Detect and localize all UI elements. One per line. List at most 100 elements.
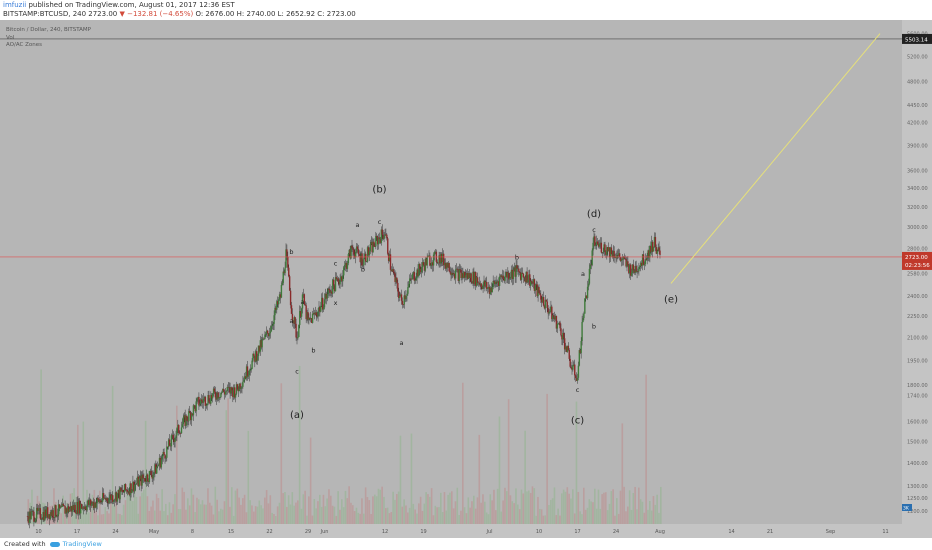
price-tick-label: 2800.00 bbox=[907, 246, 928, 252]
volume-bar bbox=[495, 510, 497, 524]
tradingview-brand[interactable]: TradingView bbox=[62, 540, 102, 548]
candle-body bbox=[97, 497, 99, 500]
candle-body bbox=[481, 286, 483, 290]
volume-bar bbox=[227, 398, 229, 524]
candle-body bbox=[489, 287, 492, 294]
candle-body bbox=[464, 271, 466, 278]
volume-bar bbox=[337, 491, 339, 524]
volume-bar bbox=[491, 500, 493, 524]
volume-bar bbox=[262, 508, 264, 524]
volume-bar bbox=[377, 488, 380, 524]
candle-body bbox=[293, 317, 295, 324]
candle-body bbox=[410, 278, 413, 280]
candle-body bbox=[307, 312, 309, 321]
candle-body bbox=[90, 499, 92, 506]
author-link[interactable]: imfuzii bbox=[3, 1, 27, 9]
volume-bar bbox=[183, 491, 185, 524]
volume-bar bbox=[280, 383, 283, 524]
candle-body bbox=[443, 262, 446, 266]
volume-bar bbox=[528, 490, 530, 524]
candle-body bbox=[31, 511, 33, 512]
candle-body bbox=[265, 333, 267, 335]
candle-body bbox=[178, 424, 180, 434]
volume-bar bbox=[632, 493, 635, 524]
candle-body bbox=[235, 384, 238, 394]
candle-body bbox=[472, 271, 474, 284]
volume-bar bbox=[522, 493, 525, 524]
candle-body bbox=[583, 313, 585, 319]
candle-body bbox=[339, 279, 341, 285]
candle-body bbox=[358, 254, 361, 256]
candle-body bbox=[352, 248, 354, 250]
candle-body bbox=[368, 251, 371, 256]
candle-body bbox=[122, 489, 124, 493]
candle-body bbox=[141, 474, 143, 486]
candle-body bbox=[264, 334, 266, 339]
candle-body bbox=[272, 323, 274, 326]
volume-bar bbox=[282, 493, 284, 524]
candle-body bbox=[565, 346, 568, 352]
volume-bar bbox=[583, 487, 585, 524]
candle-body bbox=[647, 250, 649, 259]
volume-bar bbox=[322, 494, 325, 524]
candle-body bbox=[651, 241, 654, 252]
candle-body bbox=[575, 378, 578, 381]
candle-body bbox=[198, 396, 200, 406]
candle-body bbox=[357, 249, 360, 255]
candle-body bbox=[288, 276, 291, 291]
volume-bar bbox=[133, 488, 136, 524]
candle-body bbox=[184, 415, 186, 427]
volume-bar bbox=[135, 496, 138, 524]
candle-body bbox=[112, 495, 114, 503]
candle-body bbox=[211, 393, 214, 399]
volume-bar bbox=[612, 489, 614, 524]
candle-body bbox=[79, 500, 81, 514]
volume-bar bbox=[278, 502, 281, 524]
candle-body bbox=[316, 315, 318, 317]
candle-body bbox=[297, 336, 299, 339]
candle-body bbox=[100, 500, 102, 503]
candle-body bbox=[431, 262, 433, 266]
volume-bar bbox=[297, 500, 299, 524]
volume-bar bbox=[344, 490, 347, 524]
candle-body bbox=[324, 293, 327, 300]
candle-body bbox=[68, 508, 71, 512]
wave-label: (e) bbox=[664, 295, 678, 306]
candle-body bbox=[425, 258, 427, 266]
candle-body bbox=[70, 506, 73, 512]
volume-bar bbox=[242, 498, 244, 524]
candle-body bbox=[286, 249, 288, 257]
volume-bar bbox=[308, 496, 310, 524]
candle-body bbox=[522, 273, 525, 278]
candle-body bbox=[81, 507, 84, 509]
candle-body bbox=[266, 330, 268, 334]
volume-bar bbox=[64, 506, 66, 524]
volume-bar bbox=[254, 506, 257, 524]
candle-body bbox=[78, 500, 80, 514]
candle-body bbox=[270, 326, 273, 332]
candle-body bbox=[50, 512, 53, 516]
time-tick-label: 10 bbox=[536, 529, 542, 535]
volume-bar bbox=[335, 515, 338, 524]
candle-body bbox=[539, 293, 541, 295]
price-tick-label: 1600.00 bbox=[907, 420, 928, 426]
candle-body bbox=[195, 401, 197, 412]
volume-bar bbox=[144, 420, 147, 524]
candle-body bbox=[390, 269, 393, 272]
candle-body bbox=[396, 277, 398, 283]
candle-body bbox=[160, 459, 163, 468]
volume-bar bbox=[357, 512, 360, 524]
volume-bar bbox=[432, 515, 435, 524]
price-chart[interactable]: Bitcoin / Dollar, 240, BITSTAMP VolAO/AC … bbox=[0, 20, 932, 538]
candle-body bbox=[513, 267, 515, 271]
candle-body bbox=[409, 278, 411, 284]
candle-body bbox=[508, 278, 511, 280]
candle-body bbox=[117, 489, 119, 494]
price-tick-label: 1250.00 bbox=[907, 496, 928, 502]
volume-bar bbox=[513, 503, 515, 524]
candle-body bbox=[258, 345, 261, 352]
candle-body bbox=[227, 386, 229, 388]
volume-bar bbox=[412, 503, 415, 524]
candle-body bbox=[167, 446, 169, 448]
volume-bar bbox=[333, 506, 336, 524]
